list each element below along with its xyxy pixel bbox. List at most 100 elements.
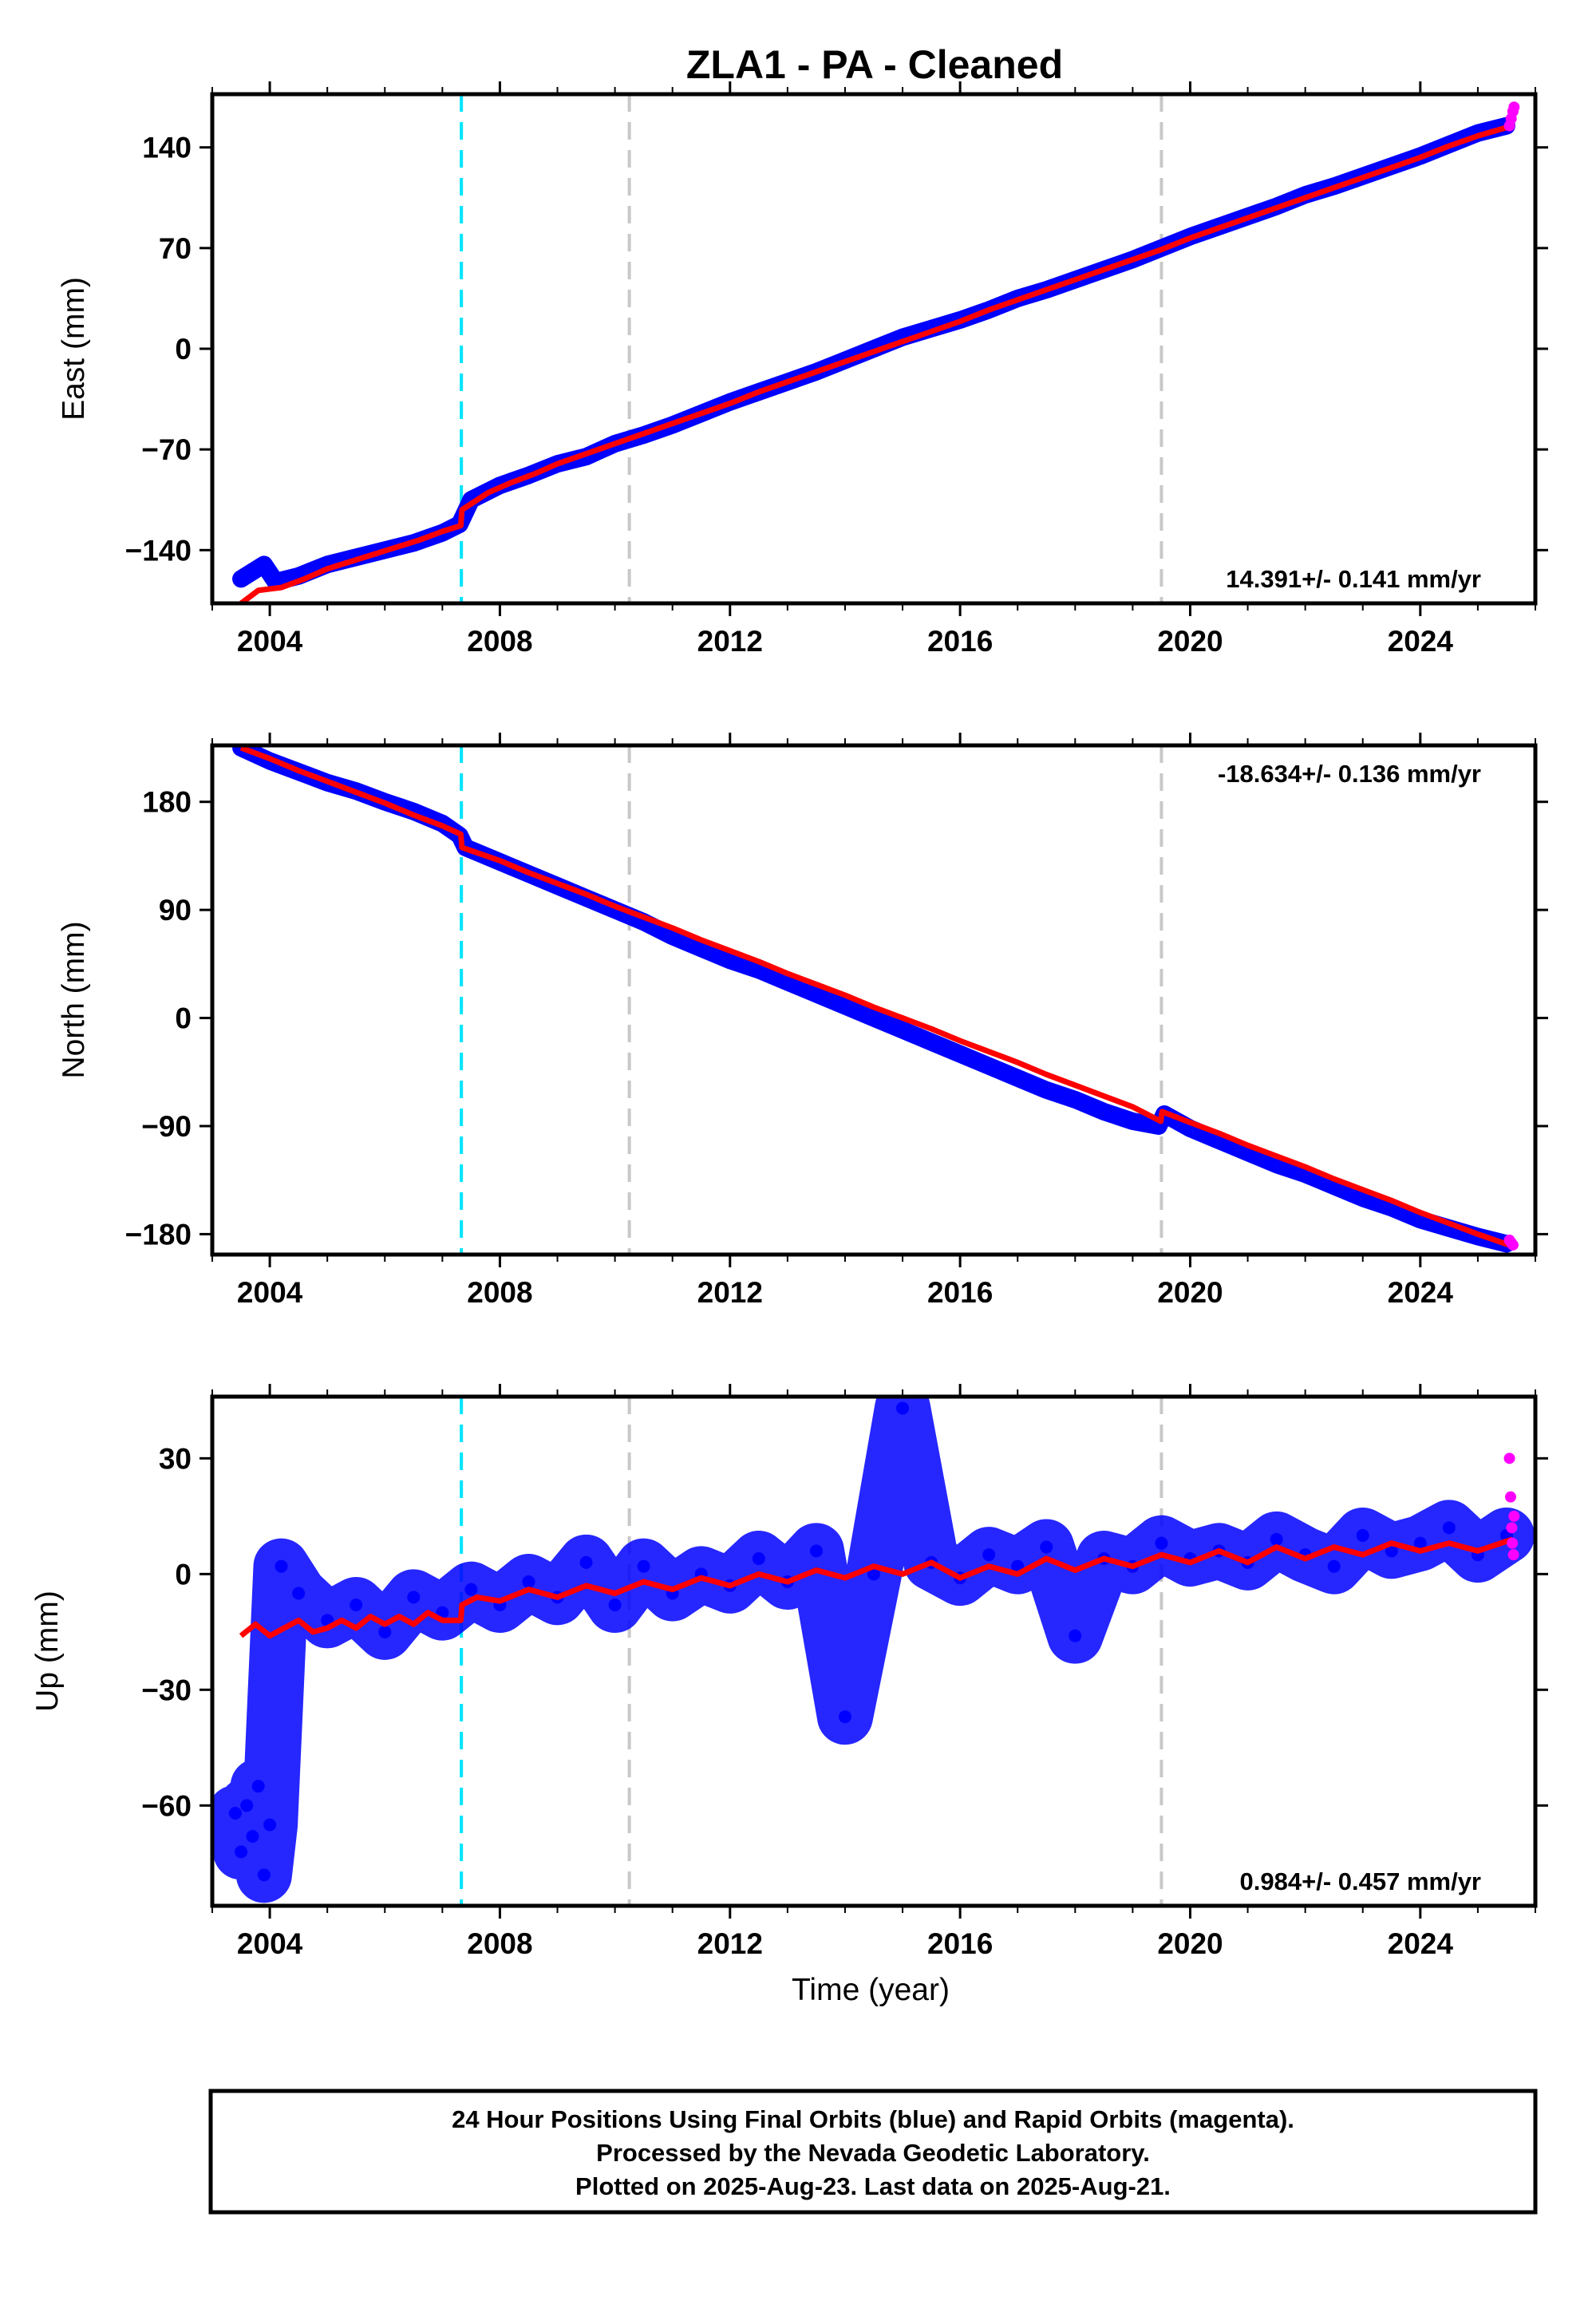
final-orbit-point: [1327, 1559, 1341, 1573]
final-orbit-point: [1270, 1158, 1283, 1172]
final-orbit-point: [1385, 1544, 1398, 1558]
final-orbit-point: [1356, 1192, 1369, 1205]
model-line: [239, 745, 1514, 1249]
y-tick-label: 0: [175, 1002, 192, 1035]
final-orbit-point: [867, 1011, 880, 1025]
x-tick-label: 2024: [1388, 1927, 1454, 1960]
final-orbit-point: [608, 1599, 622, 1611]
final-orbit-point: [1155, 1536, 1168, 1550]
x-tick-label: 2020: [1157, 1276, 1223, 1309]
x-tick-label: 2012: [697, 625, 763, 658]
final-orbit-point: [407, 1591, 421, 1604]
y-tick-label: −60: [141, 1789, 192, 1822]
x-tick-label: 2004: [237, 1276, 303, 1309]
final-orbit-point: [263, 1818, 277, 1832]
rate-annotation: 14.391+/- 0.141 mm/yr: [1226, 565, 1481, 593]
y-axis-label: North (mm): [57, 921, 91, 1078]
y-axis-label: East (mm): [57, 277, 91, 421]
final-orbit-point: [1069, 1629, 1082, 1642]
x-tick-label: 2012: [697, 1927, 763, 1960]
x-tick-label: 2008: [467, 625, 532, 658]
x-tick-label: 2024: [1388, 625, 1454, 658]
final-orbit-point: [925, 1035, 938, 1049]
y-tick-label: 70: [159, 232, 192, 265]
final-orbit-point: [1011, 1071, 1025, 1085]
final-orbit-point: [954, 1047, 967, 1061]
footer-line-1: 24 Hour Positions Using Final Orbits (bl…: [452, 2105, 1294, 2133]
final-orbit-point: [637, 1559, 650, 1573]
x-tick-label: 2024: [1388, 1276, 1454, 1309]
final-orbit-point: [896, 1023, 910, 1037]
final-orbits-band: [212, 1397, 1535, 1903]
rapid-orbit-point: [1507, 1537, 1519, 1549]
footer-frame: [208, 2089, 1538, 2215]
x-tick-label: 2016: [927, 1927, 993, 1960]
rate-annotation: 0.984+/- 0.457 mm/yr: [1240, 1867, 1481, 1895]
rapid-orbit-point: [1505, 1491, 1517, 1503]
footer-line-3: Plotted on 2025-Aug-23. Last data on 202…: [575, 2172, 1171, 2200]
y-tick-label: −140: [125, 534, 192, 567]
final-orbit-point: [780, 975, 794, 989]
rapid-orbit-point: [1507, 1239, 1519, 1251]
final-orbit-point: [464, 1583, 478, 1596]
x-tick-label: 2020: [1157, 625, 1223, 658]
x-tick-label: 2020: [1157, 1927, 1223, 1960]
final-orbit-point: [1040, 1540, 1053, 1554]
plot-area: [212, 1397, 1535, 1906]
final-orbit-point: [378, 1625, 392, 1638]
final-orbit-point: [723, 954, 737, 967]
y-tick-label: −180: [125, 1218, 192, 1251]
final-orbit-point: [246, 1830, 259, 1843]
rapid-orbit-point: [1508, 101, 1520, 113]
final-orbit-point: [275, 1559, 288, 1573]
final-orbit-point: [1040, 1083, 1053, 1097]
final-orbit-point: [666, 930, 679, 943]
final-orbit-point: [292, 1587, 306, 1600]
model-line: [239, 123, 1514, 603]
plot-area: [232, 745, 1519, 1255]
y-tick-label: −70: [141, 433, 192, 466]
rapid-orbit-point: [1503, 1452, 1515, 1464]
panel-north: 2004 2008 2012 2016 2020 2024 −180 −90 0 90 180 Nor…: [57, 733, 1548, 1309]
y-tick-label: 90: [159, 894, 192, 927]
final-orbit-point: [257, 1868, 271, 1882]
final-orbit-point: [350, 1599, 363, 1611]
final-orbit-point: [838, 1710, 851, 1724]
y-tick-label: 140: [142, 132, 192, 164]
y-tick-label: −30: [141, 1674, 192, 1706]
final-orbit-point: [235, 1845, 248, 1859]
x-tick-label: 2016: [927, 625, 993, 658]
final-orbit-point: [752, 1552, 765, 1565]
final-orbit-point: [809, 1544, 823, 1558]
final-orbit-point: [251, 1780, 265, 1793]
x-tick-label: 2008: [467, 1276, 532, 1309]
y-tick-label: 0: [175, 333, 192, 366]
final-orbit-point: [1413, 1536, 1427, 1550]
final-orbit-point: [579, 1555, 593, 1569]
plot-area: [232, 94, 1520, 603]
final-orbit-point: [982, 1059, 996, 1073]
y-tick-label: 0: [175, 1558, 192, 1591]
x-tick-label: 2004: [237, 625, 303, 658]
panel-east: 2004 2008 2012 2016 2020 2024 −140 −70 0 70 140 Eas…: [57, 81, 1548, 658]
final-orbit-point: [752, 963, 765, 977]
rapid-orbit-point: [1508, 1510, 1520, 1522]
final-orbit-point: [809, 987, 823, 1001]
y-tick-label: −90: [141, 1110, 192, 1143]
rapid-orbit-point: [1506, 1522, 1518, 1534]
x-tick-label: 2008: [467, 1927, 532, 1960]
y-tick-label: 180: [142, 786, 192, 819]
y-axis-label: Up (mm): [30, 1591, 65, 1712]
final-orbit-point: [235, 572, 248, 586]
final-orbit-point: [838, 999, 851, 1013]
final-orbit-point: [1069, 1093, 1082, 1106]
final-orbit-point: [896, 1401, 910, 1415]
footer-box: 24 Hour Positions Using Final Orbits (bl…: [208, 2089, 1538, 2215]
figure-title: ZLA1 - PA - Cleaned: [686, 42, 1063, 87]
final-orbit-point: [982, 1548, 996, 1562]
panel-up: 2004 2008 2012 2016 2020 2024 −60 −30 0 30 Up (mm)…: [30, 1384, 1548, 2007]
final-orbit-point: [246, 565, 259, 579]
x-tick-label: 2016: [927, 1276, 993, 1309]
rate-annotation: -18.634+/- 0.136 mm/yr: [1218, 760, 1481, 788]
final-orbit-point: [1097, 1105, 1111, 1118]
